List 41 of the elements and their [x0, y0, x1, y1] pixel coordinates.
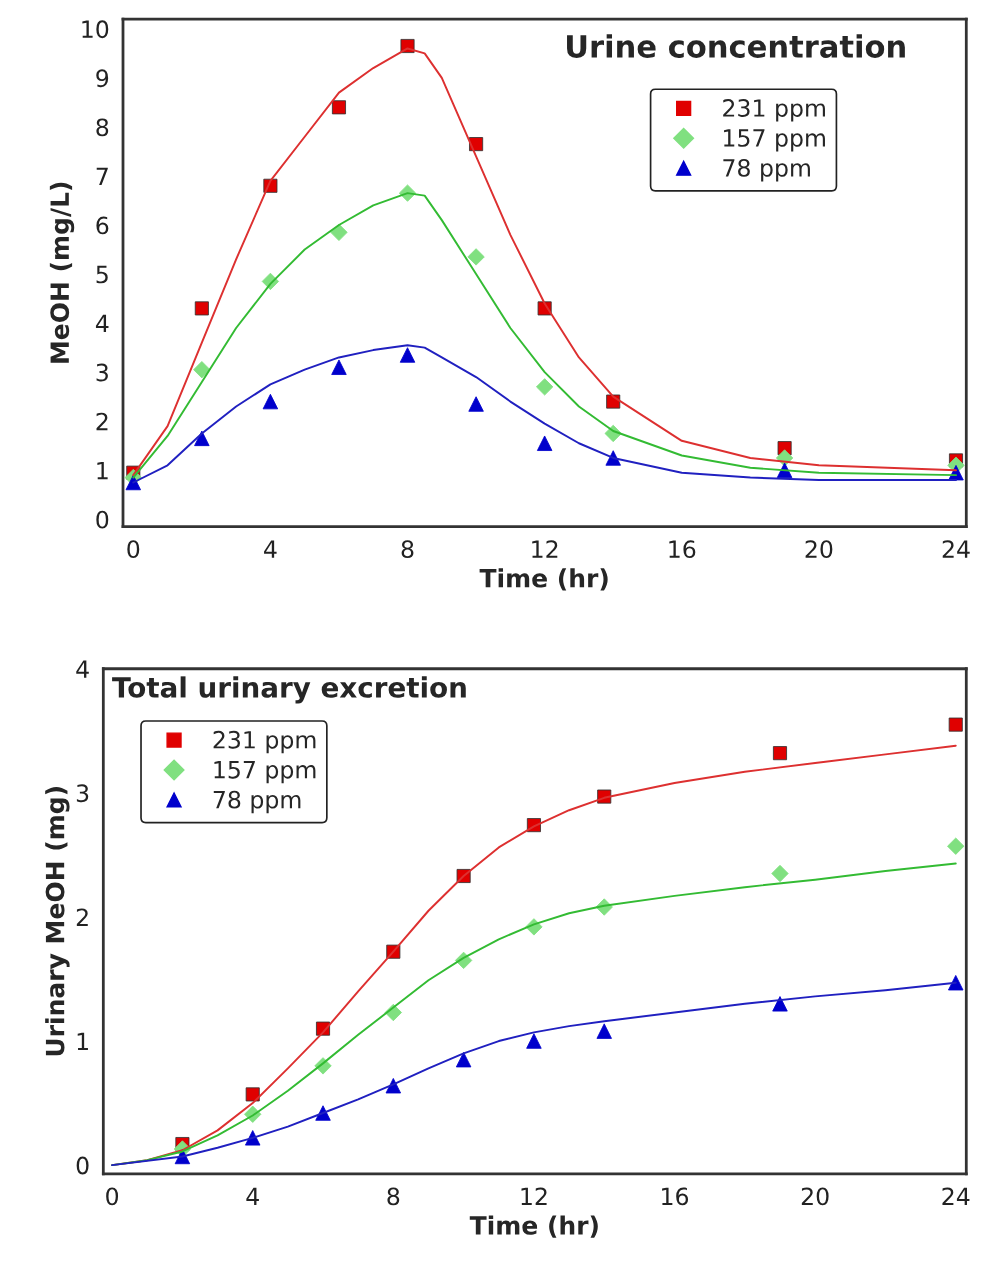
y-tick-label: 0	[96, 510, 109, 529]
x-tick-label: 20	[801, 1187, 829, 1206]
y-tick-label: 5	[96, 265, 108, 284]
y-tick-label: 4	[76, 660, 89, 678]
x-tick-label: 20	[805, 540, 833, 559]
y-axis-title: Urinary MeOH (mg)	[45, 787, 70, 1056]
chart-title: Total urinary excretion	[112, 676, 466, 704]
y-axis-title: MeOH (mg/L)	[49, 182, 75, 363]
y-tick-label: 6	[96, 216, 109, 235]
x-axis-title: Time (hr)	[479, 568, 608, 591]
y-tick-label: 9	[96, 69, 109, 88]
chart-title: Urine concentration	[567, 34, 905, 58]
x-tick-label: 8	[387, 1187, 400, 1206]
x-axis-title: Time (hr)	[469, 1215, 598, 1238]
y-tick-label: 8	[96, 118, 109, 137]
x-tick-label: 24	[942, 540, 970, 558]
y-tick-label: 3	[96, 363, 108, 382]
x-tick-label: 16	[662, 1187, 689, 1206]
y-tick-label: 0	[76, 1156, 89, 1175]
y-tick-label: 3	[76, 784, 89, 803]
x-tick-label: 16	[669, 540, 696, 559]
y-tick-label: 2	[96, 412, 108, 431]
legend-label: 231 ppm	[213, 730, 316, 754]
x-tick-label: 12	[521, 1187, 547, 1205]
y-tick-label: 1	[97, 461, 108, 480]
y-tick-label: 2	[76, 908, 88, 926]
x-tick-label: 12	[532, 540, 558, 558]
legend-label: 231 ppm	[723, 99, 825, 122]
legend-label: 157 ppm	[214, 761, 316, 784]
legend-label: 157 ppm	[724, 129, 825, 152]
x-tick-label: 4	[246, 1187, 259, 1205]
y-tick-label: 4	[95, 314, 109, 333]
y-tick-label: 7	[96, 167, 108, 185]
x-tick-label: 24	[942, 1187, 970, 1205]
y-tick-label: 1	[77, 1032, 88, 1051]
y-tick-label: 10	[82, 20, 109, 39]
legend-label: 78 ppm	[723, 158, 810, 182]
x-tick-label: 0	[127, 540, 140, 559]
x-tick-label: 4	[264, 540, 277, 558]
x-tick-label: 8	[401, 540, 414, 559]
legend-label: 78 ppm	[213, 790, 301, 814]
